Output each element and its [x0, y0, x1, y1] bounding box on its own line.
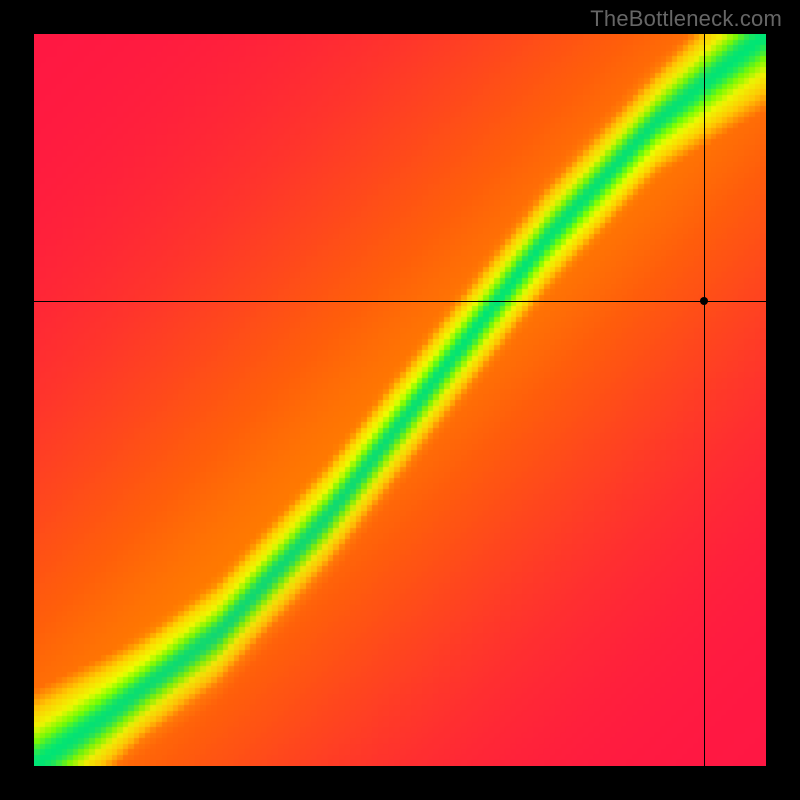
crosshair-vertical: [704, 34, 705, 766]
chart-frame: TheBottleneck.com: [0, 0, 800, 800]
crosshair-horizontal: [34, 301, 766, 302]
heatmap-canvas: [34, 34, 766, 766]
marker-dot: [700, 297, 708, 305]
watermark-text: TheBottleneck.com: [590, 6, 782, 32]
plot-area: [34, 34, 766, 766]
